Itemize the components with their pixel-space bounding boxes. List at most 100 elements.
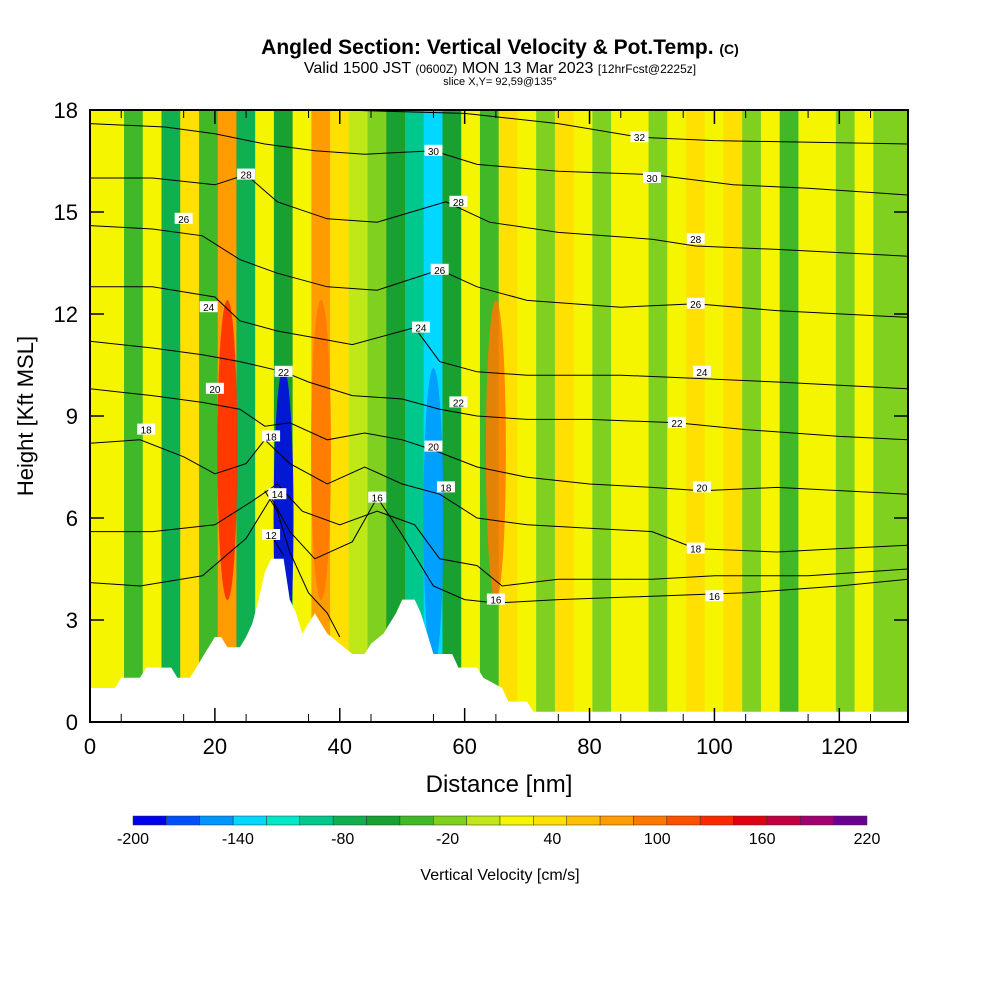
velocity-band bbox=[704, 110, 725, 722]
terrain-profile bbox=[90, 558, 908, 722]
colorbar-swatch bbox=[332, 815, 367, 826]
velocity-band bbox=[723, 110, 743, 722]
colorbar-swatch bbox=[366, 815, 401, 826]
contour-label: 18 bbox=[141, 426, 153, 437]
contour-label: 30 bbox=[428, 147, 440, 158]
colorbar-swatch bbox=[533, 815, 567, 826]
x-tick-label: 40 bbox=[328, 734, 352, 759]
velocity-band bbox=[236, 110, 256, 722]
contour-label: 26 bbox=[690, 300, 702, 311]
velocity-band bbox=[348, 110, 369, 722]
x-tick-label: 60 bbox=[452, 734, 476, 759]
velocity-band bbox=[554, 110, 575, 722]
axes: 0 20 40 60 80 100 120 0 3 6 9 12 15 18 Distance [nm] He… bbox=[13, 98, 908, 798]
valid-time: Valid 1500 JST (0600Z) MON 13 Mar 2023 [… bbox=[303, 60, 697, 77]
colorbar-tick-label: -80 bbox=[331, 831, 354, 848]
contour-label-box bbox=[137, 423, 156, 435]
contour-label: 24 bbox=[696, 368, 708, 379]
colorbar-swatch bbox=[166, 815, 200, 826]
contour-label-box bbox=[667, 416, 686, 428]
velocity-band bbox=[760, 110, 781, 722]
velocity-band bbox=[742, 110, 762, 722]
theta-contour-line bbox=[90, 388, 908, 495]
velocity-band bbox=[835, 110, 856, 722]
contour-label: 16 bbox=[709, 592, 721, 603]
contour-label-box bbox=[262, 430, 281, 442]
colorbar: -200 -140 -80 -20 40 100 160 220 Vertical Veloci… bbox=[117, 815, 880, 884]
contour-label-box bbox=[262, 529, 281, 540]
contour-label: 24 bbox=[415, 324, 427, 335]
y-tick-label: 6 bbox=[66, 506, 78, 531]
y-tick-label: 3 bbox=[66, 608, 78, 633]
colorbar-swatch bbox=[399, 815, 434, 826]
colorbar-swatch bbox=[733, 815, 768, 826]
contour-label: 32 bbox=[634, 133, 646, 144]
velocity-band bbox=[498, 110, 519, 722]
velocity-band bbox=[105, 110, 125, 722]
velocity-band bbox=[517, 110, 537, 722]
colorbar-swatch bbox=[566, 815, 601, 826]
contour-label-box bbox=[449, 195, 468, 207]
contour-label: 16 bbox=[490, 596, 502, 607]
colorbar-tick-label: -20 bbox=[436, 831, 459, 848]
colorbar-tick-label: 40 bbox=[544, 831, 562, 848]
contour-label: 14 bbox=[272, 490, 284, 501]
theta-contour-line bbox=[264, 490, 341, 638]
contour-label-box bbox=[436, 481, 455, 493]
y-tick-label: 0 bbox=[66, 710, 78, 735]
colorbar-swatch bbox=[433, 815, 467, 826]
contour-label-box bbox=[449, 396, 468, 408]
contour-label-box bbox=[642, 172, 661, 183]
contour-label-box bbox=[486, 593, 505, 605]
theta-contour-line bbox=[90, 225, 908, 318]
colorbar-swatch bbox=[232, 815, 267, 826]
y-tick-label: 15 bbox=[54, 200, 78, 225]
x-tick-label: 80 bbox=[577, 734, 601, 759]
velocity-band bbox=[779, 110, 800, 722]
velocity-band bbox=[198, 110, 219, 722]
velocity-core bbox=[423, 368, 444, 668]
contour-label: 16 bbox=[372, 494, 384, 505]
contour-label-box bbox=[174, 212, 193, 224]
x-tick-label: 120 bbox=[821, 734, 858, 759]
contour-label-box bbox=[368, 491, 387, 503]
contour-label-box bbox=[692, 481, 711, 493]
velocity-field bbox=[90, 110, 908, 722]
colorbar-swatch bbox=[666, 815, 701, 826]
contour-label: 26 bbox=[178, 215, 190, 226]
colorbar-swatch bbox=[833, 815, 868, 826]
contour-label: 20 bbox=[209, 385, 221, 396]
velocity-core bbox=[311, 300, 332, 600]
colorbar-swatch bbox=[266, 815, 301, 826]
velocity-band bbox=[180, 110, 200, 722]
colorbar-tick-label: 160 bbox=[749, 831, 776, 848]
contour-label: 22 bbox=[278, 368, 290, 379]
velocity-band bbox=[573, 110, 593, 722]
colorbar-swatch bbox=[599, 815, 634, 826]
contour-label-box bbox=[199, 301, 218, 313]
contour-label: 18 bbox=[266, 432, 278, 443]
velocity-band bbox=[536, 110, 556, 722]
velocity-band bbox=[648, 110, 668, 722]
contour-label-box bbox=[430, 263, 449, 275]
velocity-band bbox=[442, 110, 462, 722]
contour-label-box bbox=[274, 365, 293, 377]
contour-label-box bbox=[268, 488, 287, 500]
velocity-band bbox=[854, 110, 874, 722]
colorbar-swatch bbox=[132, 815, 167, 826]
colorbar-tick-label: 100 bbox=[644, 831, 671, 848]
contour-label-box bbox=[686, 233, 705, 245]
contour-label-box bbox=[692, 365, 711, 377]
contour-label-box bbox=[205, 382, 224, 394]
velocity-band bbox=[873, 110, 893, 722]
contour-label-box bbox=[411, 321, 430, 333]
x-tick-label: 20 bbox=[203, 734, 227, 759]
contour-label: 12 bbox=[266, 531, 278, 542]
contour-label-box bbox=[237, 168, 256, 180]
x-tick-label: 0 bbox=[84, 734, 96, 759]
velocity-band bbox=[124, 110, 144, 722]
colorbar-swatch bbox=[299, 815, 334, 826]
velocity-band bbox=[367, 110, 387, 722]
y-tick-label: 12 bbox=[54, 302, 78, 327]
